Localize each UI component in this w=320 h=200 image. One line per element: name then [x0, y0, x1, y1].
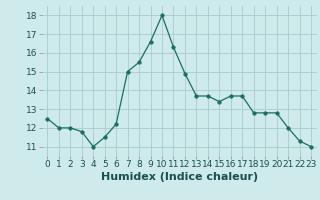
X-axis label: Humidex (Indice chaleur): Humidex (Indice chaleur) [100, 172, 258, 182]
